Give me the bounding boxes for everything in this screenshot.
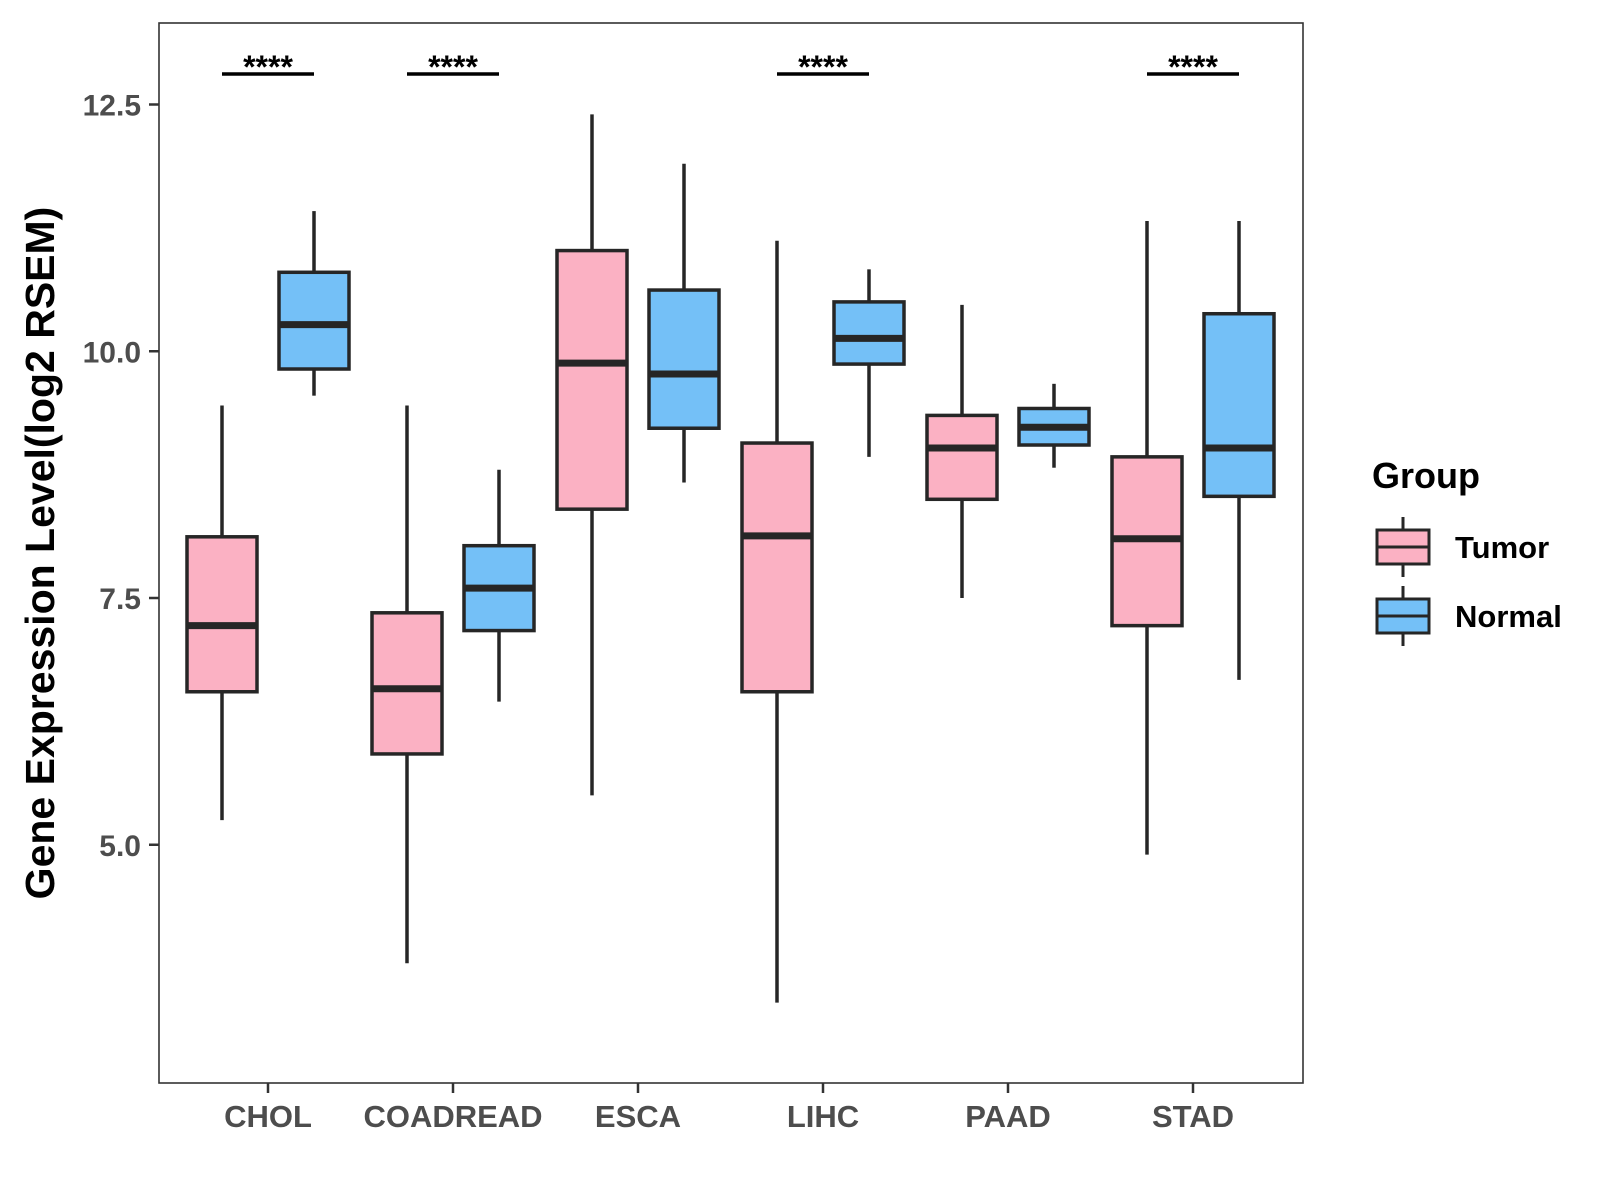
box-stad-tumor bbox=[1110, 220, 1184, 855]
legend-item-tumor: Tumor bbox=[1375, 517, 1549, 577]
significance-label: **** bbox=[1168, 49, 1218, 85]
box-body bbox=[1202, 311, 1276, 499]
box-lihc-tumor bbox=[740, 240, 814, 1003]
significance-label: **** bbox=[243, 49, 293, 85]
legend-item-normal: Normal bbox=[1375, 586, 1562, 646]
box-body bbox=[370, 611, 444, 756]
box-chol-normal bbox=[277, 211, 351, 396]
box-body bbox=[925, 413, 999, 502]
legend-title: Group bbox=[1372, 455, 1480, 496]
box-body bbox=[555, 248, 629, 511]
box-paad-normal bbox=[1017, 383, 1091, 468]
x-tick-label-lihc: LIHC bbox=[787, 1099, 859, 1134]
box-coadread-normal bbox=[462, 469, 536, 702]
box-stad-normal bbox=[1202, 220, 1276, 680]
legend: Group Tumor Normal bbox=[1372, 455, 1562, 646]
significance-coadread: **** bbox=[407, 49, 499, 85]
box-body bbox=[740, 441, 814, 694]
significance-layer: **** **** **** **** bbox=[222, 49, 1239, 85]
significance-lihc: **** bbox=[777, 49, 869, 85]
box-body bbox=[277, 270, 351, 371]
significance-chol: **** bbox=[222, 49, 314, 85]
box-lihc-normal bbox=[832, 269, 906, 457]
y-tick-label: 10.0 bbox=[83, 336, 141, 369]
x-tick-label-esca: ESCA bbox=[595, 1099, 681, 1134]
box-body bbox=[647, 288, 721, 430]
box-chol-tumor bbox=[185, 405, 259, 821]
axis-layer: 5.0 7.5 10.0 12.5 CHOL COADREAD ESCA LIHC PAAD ST… bbox=[83, 90, 1234, 1135]
boxes-layer bbox=[185, 114, 1276, 1003]
significance-label: **** bbox=[428, 49, 478, 85]
box-esca-tumor bbox=[555, 114, 629, 796]
box-paad-tumor bbox=[925, 304, 999, 598]
x-tick-label-stad: STAD bbox=[1152, 1099, 1234, 1134]
significance-label: **** bbox=[798, 49, 848, 85]
y-axis-title: Gene Expression Level(log2 RSEM) bbox=[17, 207, 63, 900]
x-tick-label-coadread: COADREAD bbox=[363, 1099, 542, 1134]
y-tick-label: 7.5 bbox=[99, 583, 141, 616]
box-body bbox=[832, 300, 906, 366]
y-tick-label: 12.5 bbox=[83, 90, 141, 123]
x-tick-label-paad: PAAD bbox=[965, 1099, 1051, 1134]
plot-panel-border bbox=[158, 22, 1304, 1084]
legend-label: Tumor bbox=[1455, 530, 1549, 565]
significance-stad: **** bbox=[1147, 49, 1239, 85]
box-coadread-tumor bbox=[370, 405, 444, 964]
box-body bbox=[185, 535, 259, 694]
box-esca-normal bbox=[647, 163, 721, 483]
legend-label: Normal bbox=[1455, 599, 1562, 634]
x-tick-label-chol: CHOL bbox=[224, 1099, 312, 1134]
y-tick-label: 5.0 bbox=[99, 830, 141, 863]
